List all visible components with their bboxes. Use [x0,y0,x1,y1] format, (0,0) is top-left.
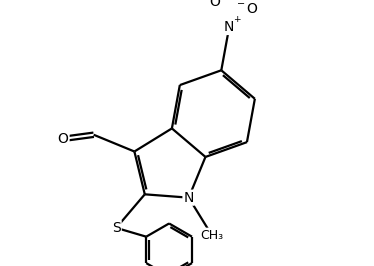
Text: N: N [184,191,194,205]
Text: O: O [58,132,68,146]
Text: CH₃: CH₃ [200,229,223,242]
Text: +: + [233,15,240,24]
Text: N: N [224,20,234,34]
Text: O: O [246,2,257,16]
Text: S: S [112,221,121,235]
Text: O: O [210,0,221,9]
Text: −: − [237,0,245,9]
